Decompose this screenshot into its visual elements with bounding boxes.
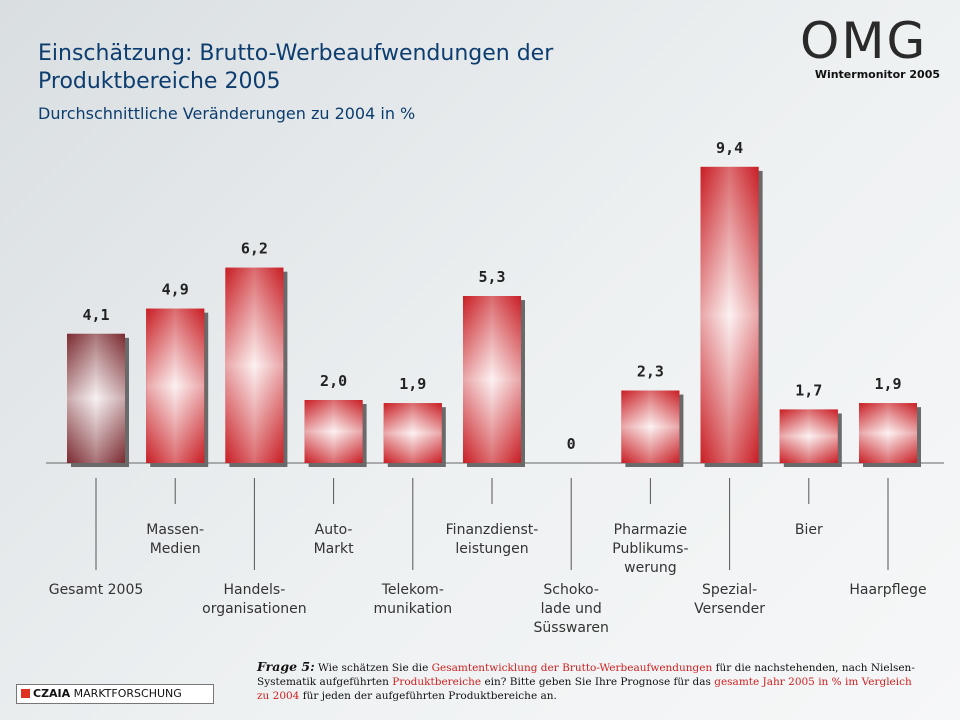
category-label: Massen- Medien bbox=[146, 522, 205, 557]
category-label: Bier bbox=[794, 522, 823, 538]
omg-logo: OMG bbox=[800, 12, 927, 68]
value-label: 5,3 bbox=[478, 268, 505, 286]
chart-title: Einschätzung: Brutto-Werbeaufwendungen d… bbox=[38, 41, 554, 94]
bar-shine-v bbox=[383, 403, 442, 463]
category-label: Handels- organisationen bbox=[202, 582, 307, 617]
question-text: Frage 5: Wie schätzen Sie die Gesamtentw… bbox=[257, 660, 917, 703]
question-label: Frage 5: bbox=[257, 659, 315, 674]
bar-shine-v bbox=[304, 400, 363, 463]
category-label: Auto- Markt bbox=[313, 522, 354, 557]
value-label: 4,9 bbox=[162, 281, 189, 299]
value-label: 1,9 bbox=[874, 375, 901, 393]
value-label: 9,4 bbox=[716, 139, 743, 157]
question-part: Produktbereiche bbox=[392, 676, 482, 688]
bar bbox=[146, 308, 209, 467]
question-part: gesamte Jahr 2005 in % im Vergleich zu 2… bbox=[257, 676, 912, 702]
bar-shine-v bbox=[859, 403, 917, 463]
bar-shine-v bbox=[146, 308, 205, 463]
bar bbox=[779, 409, 842, 467]
question-part: für jeden der aufgeführten Produktbereic… bbox=[299, 690, 557, 702]
bar bbox=[225, 267, 288, 467]
bar-shine-v bbox=[621, 390, 680, 463]
bar bbox=[463, 296, 525, 467]
company-name-rest: MARKTFORSCHUNG bbox=[70, 687, 182, 700]
bar-shine-v bbox=[463, 296, 521, 463]
category-label: Telekom- munikation bbox=[373, 582, 453, 617]
bar bbox=[383, 403, 446, 467]
bar bbox=[700, 166, 763, 467]
wintermonitor-label: Wintermonitor 2005 bbox=[814, 68, 940, 81]
value-label: 2,0 bbox=[320, 372, 347, 390]
value-label: 4,1 bbox=[82, 306, 109, 324]
value-label: 2,3 bbox=[637, 363, 664, 381]
logo-text: OMG bbox=[800, 12, 927, 68]
company-footer: CZAIA MARKTFORSCHUNG bbox=[16, 684, 214, 704]
category-label: Schoko- lade und Süsswaren bbox=[533, 582, 609, 636]
question-part: Gesamtentwicklung der Brutto-Werbeaufwen… bbox=[431, 662, 713, 674]
chart-subtitle: Durchschnittliche Veränderungen zu 2004 … bbox=[38, 104, 416, 123]
category-label: Spezial- Versender bbox=[694, 582, 766, 617]
value-label: 1,9 bbox=[399, 375, 426, 393]
bar-shine-v bbox=[225, 267, 284, 463]
category-label: Haarpflege bbox=[849, 582, 927, 598]
bar bbox=[67, 333, 129, 467]
question-part: Wie schätzen Sie die bbox=[314, 662, 432, 674]
value-label: 1,7 bbox=[795, 381, 822, 399]
bar bbox=[859, 403, 921, 467]
bar-shine-v bbox=[779, 409, 838, 463]
category-label: Pharmazie Publikums- werung bbox=[612, 522, 689, 576]
bar-group: 4,1 4,9 6,2 2,0 1,9 5,3 0 2,3 9,4 1,7 1,9 bbox=[46, 139, 944, 570]
question-part: für die nachstehenden, nach Nielsen-Syst… bbox=[257, 662, 915, 688]
category-label: Gesamt 2005 bbox=[48, 582, 144, 598]
bar bbox=[621, 390, 684, 467]
company-name-bold: CZAIA bbox=[33, 687, 71, 700]
value-label: 0 bbox=[567, 435, 576, 453]
value-label: 6,2 bbox=[241, 240, 268, 258]
question-part: ein? Bitte geben Sie Ihre Prognose für d… bbox=[481, 676, 715, 688]
question-body: Wie schätzen Sie die Gesamtentwicklung d… bbox=[257, 662, 915, 702]
category-label: Finanzdienst- leistungen bbox=[445, 522, 539, 557]
bar-shine-v bbox=[67, 333, 125, 463]
bar-shine-v bbox=[700, 166, 759, 463]
company-logo-square bbox=[21, 689, 30, 698]
bar bbox=[304, 400, 367, 467]
